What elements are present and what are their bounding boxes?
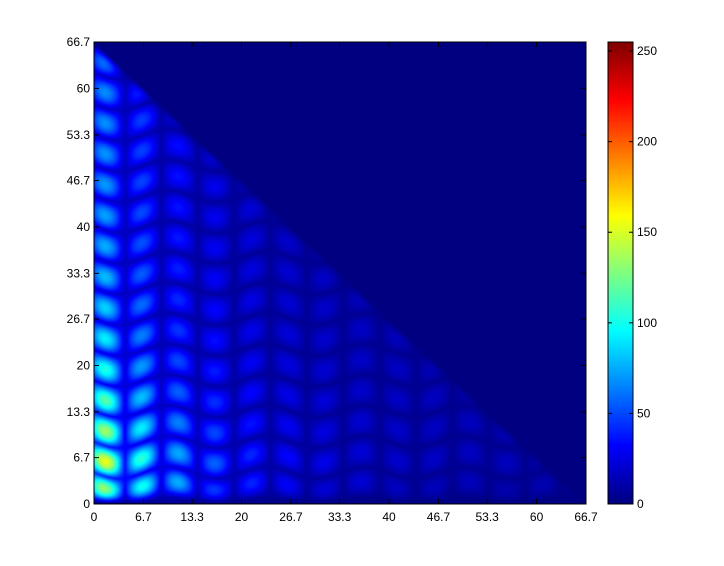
x-tick-label: 40 [382, 510, 396, 524]
x-tick-label: 13.3 [180, 510, 204, 524]
colorbar-tick-label: 50 [637, 406, 651, 420]
y-tick-label: 46.7 [67, 174, 91, 188]
x-tick-label: 20 [235, 510, 249, 524]
y-tick-label: 6.7 [73, 451, 90, 465]
x-tick-label: 60 [530, 510, 544, 524]
x-tick-label: 53.3 [475, 510, 499, 524]
x-tick-label: 33.3 [328, 510, 352, 524]
y-tick-label: 26.7 [67, 312, 91, 326]
plot-frame [93, 41, 587, 505]
colorbar-axis: 0 50 100 150 200 250 [608, 44, 657, 511]
x-tick-label: 0 [91, 510, 98, 524]
y-tick-label: 20 [77, 358, 91, 372]
colorbar-tick-label: 250 [637, 44, 657, 58]
colorbar-tick-label: 0 [637, 497, 644, 511]
y-tick-label: 0 [83, 497, 90, 511]
colorbar-image [608, 42, 633, 504]
y-tick-label: 53.3 [67, 128, 91, 142]
heatmap-image [94, 42, 586, 504]
x-tick-label: 66.7 [574, 510, 598, 524]
x-tick-label: 26.7 [279, 510, 303, 524]
colorbar-frame [607, 41, 634, 505]
colorbar-tick-label: 100 [637, 316, 657, 330]
y-tick-label: 66.7 [67, 35, 91, 49]
y-tick-label: 33.3 [67, 266, 91, 280]
y-tick-label: 40 [77, 220, 91, 234]
colorbar-tick-label: 200 [637, 135, 657, 149]
x-axis: 0 6.7 13.3 20 26.7 33.3 40 46.7 53.3 60 66.7 [91, 42, 598, 524]
x-tick-label: 6.7 [135, 510, 152, 524]
y-tick-label: 60 [77, 81, 91, 95]
y-axis: 0 6.7 13.3 20 26.7 33.3 40 46.7 53.3 60 66.7 [67, 35, 586, 511]
colorbar-tick-label: 150 [637, 225, 657, 239]
x-tick-label: 46.7 [427, 510, 451, 524]
y-tick-label: 13.3 [67, 405, 91, 419]
